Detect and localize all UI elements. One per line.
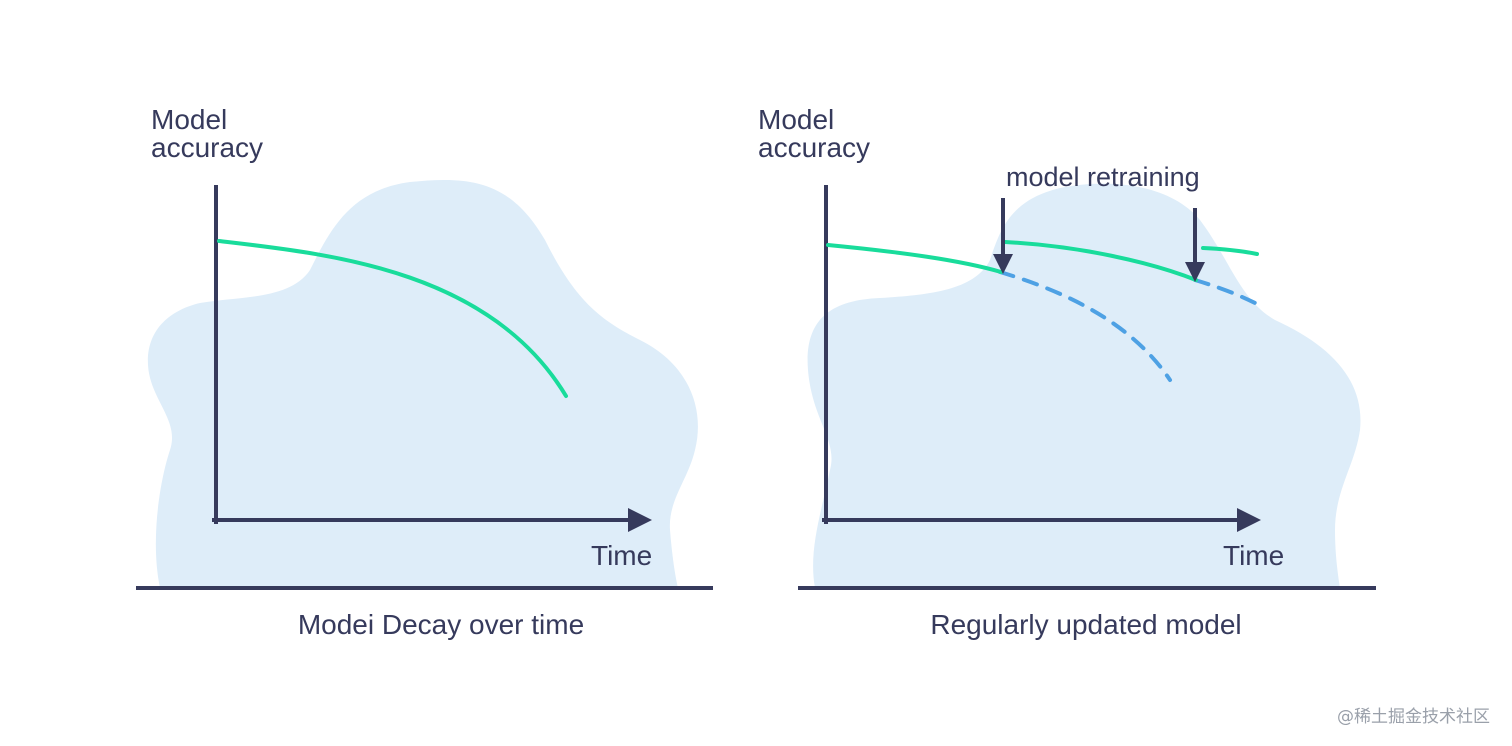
retraining-annotation: model retraining xyxy=(1006,162,1200,192)
right-accuracy-segment-2 xyxy=(1003,240,1198,282)
watermark-text: @稀土掘金技术社区 xyxy=(1337,707,1490,727)
left-x-axis-arrowhead xyxy=(628,508,652,532)
left-accuracy-curve xyxy=(217,239,568,398)
right-x-axis-label: Time xyxy=(1223,540,1284,571)
right-decay-projection-1 xyxy=(998,270,1172,382)
right-accuracy-segment-1 xyxy=(826,243,1003,274)
left-y-axis-label-line2: accuracy xyxy=(151,132,263,163)
right-panel: Model accuracy model retraining Time Reg… xyxy=(758,104,1376,640)
retraining-arrow-1-head xyxy=(993,254,1013,274)
left-caption: Modei Decay over time xyxy=(298,609,584,640)
right-background-blob xyxy=(807,183,1361,588)
retraining-arrow-2-head xyxy=(1185,262,1205,282)
right-caption: Regularly updated model xyxy=(930,609,1241,640)
left-x-axis-label: Time xyxy=(591,540,652,571)
right-decay-projection-2 xyxy=(1193,278,1257,305)
right-accuracy-segment-3 xyxy=(1201,246,1259,256)
left-panel: Model accuracy Time Modei Decay over tim… xyxy=(136,104,713,640)
right-y-axis-label-line1: Model xyxy=(758,104,834,135)
left-y-axis-label-line1: Model xyxy=(151,104,227,135)
left-background-blob xyxy=(147,179,698,588)
right-y-axis-label-line2: accuracy xyxy=(758,132,870,163)
right-x-axis-arrowhead xyxy=(1237,508,1261,532)
